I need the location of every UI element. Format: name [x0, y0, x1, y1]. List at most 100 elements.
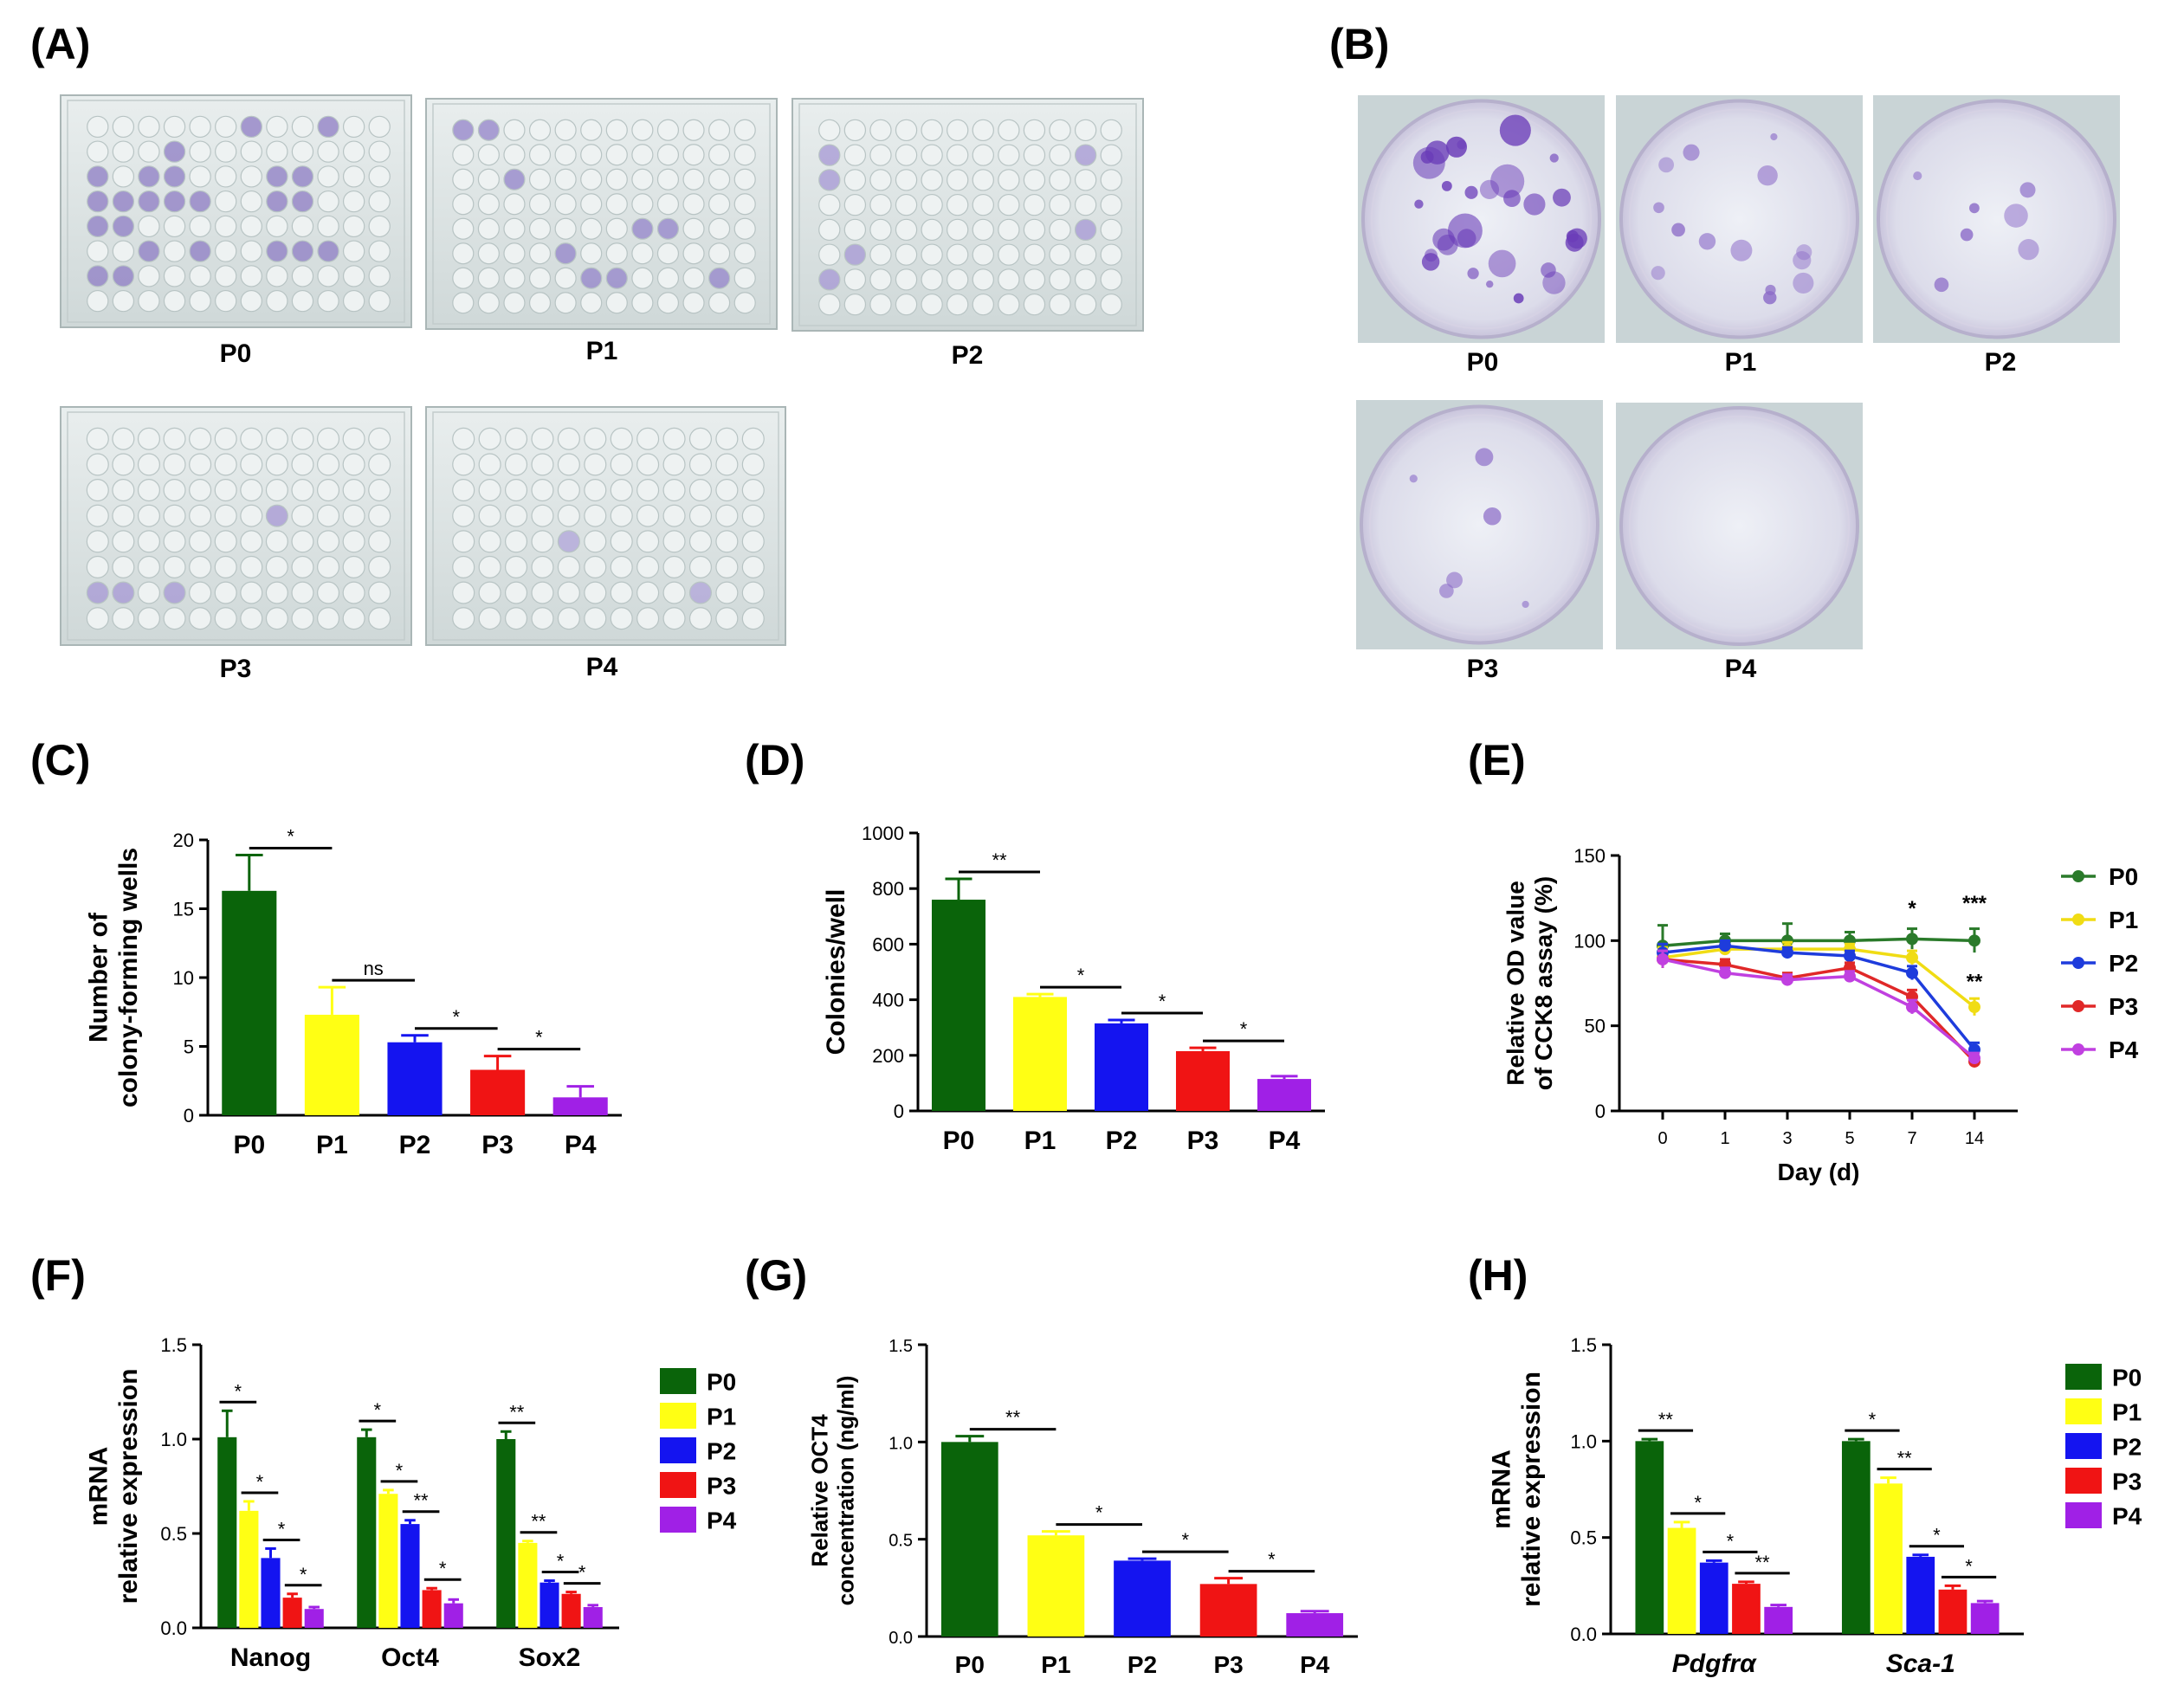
legend-label: P1 [707, 1404, 736, 1430]
x-tick-label: P1 [1024, 1127, 1056, 1155]
series-point-p1 [1968, 1001, 1980, 1014]
well [291, 289, 314, 313]
well [189, 289, 211, 313]
well [947, 193, 969, 216]
y-axis-title-line: relative expression [1517, 1372, 1546, 1607]
well [503, 144, 526, 166]
well [921, 243, 943, 266]
well [368, 289, 391, 313]
well [265, 607, 288, 630]
well [240, 607, 263, 630]
well [291, 453, 314, 476]
colony [1553, 188, 1571, 207]
well [682, 267, 705, 289]
well [528, 144, 552, 166]
colony [1485, 280, 1494, 288]
well [86, 530, 109, 553]
bar-p3 [1199, 1584, 1257, 1637]
significance-label: * [300, 1564, 307, 1585]
well [656, 193, 680, 216]
x-group-label: Sox2 [519, 1643, 581, 1672]
well [214, 504, 237, 527]
y-tick-label: 200 [872, 1045, 904, 1067]
well [477, 242, 500, 265]
bar-p3 [1175, 1050, 1231, 1111]
colony [2018, 239, 2039, 261]
well [554, 292, 577, 314]
well [368, 140, 391, 163]
series-point-p4 [1968, 1052, 1980, 1065]
well [368, 581, 391, 604]
well [317, 165, 339, 188]
colony [1523, 193, 1546, 216]
well [112, 607, 135, 630]
legend-swatch-p1 [660, 1403, 696, 1429]
x-tick-label: P4 [1300, 1651, 1330, 1678]
well [504, 453, 528, 476]
x-tick-label: P0 [233, 1131, 265, 1159]
significance-label: ** [1005, 1407, 1021, 1429]
significance-label: * [1869, 1409, 1877, 1430]
well [741, 504, 765, 527]
significance-label: * [278, 1518, 286, 1540]
well [189, 530, 212, 553]
dish-inner-rim [1369, 414, 1590, 636]
well [504, 504, 528, 527]
well [1100, 218, 1122, 242]
well [342, 265, 365, 287]
series-point-p2 [1781, 946, 1793, 959]
well [452, 242, 475, 265]
stained-well [503, 168, 526, 190]
well [368, 504, 391, 527]
legend-swatch-p4 [2065, 1502, 2102, 1528]
x-tick-label: 7 [1907, 1129, 1916, 1148]
well [972, 193, 994, 216]
y-tick-label: 800 [872, 878, 904, 900]
bar-p2 [261, 1558, 281, 1628]
well [503, 242, 526, 265]
colony [1796, 244, 1812, 261]
significance-label: * [1965, 1555, 1973, 1577]
x-tick-label: P1 [316, 1131, 348, 1159]
well [610, 555, 633, 578]
well [843, 218, 867, 242]
colony [1542, 271, 1566, 294]
well [138, 265, 160, 287]
well [662, 427, 686, 450]
well [557, 427, 580, 450]
well [531, 427, 554, 450]
bar-p0 [940, 1442, 998, 1637]
colony [1441, 180, 1452, 191]
well [528, 292, 552, 314]
well [368, 165, 391, 188]
dish-inner-rim [1371, 108, 1592, 330]
well [214, 607, 237, 630]
legend-swatch-p2 [660, 1437, 696, 1463]
well [291, 215, 314, 238]
well [317, 555, 340, 578]
colony [1479, 179, 1500, 199]
well [478, 427, 501, 450]
stained-well [317, 115, 339, 139]
well [528, 193, 552, 216]
y-tick-label: 150 [1573, 845, 1606, 867]
x-group-label: Sca-1 [1886, 1649, 1955, 1678]
stained-well [580, 267, 603, 289]
well [215, 265, 237, 287]
colony [1475, 448, 1494, 467]
well [137, 453, 160, 476]
dish-p1 [1616, 95, 1863, 343]
well [662, 453, 686, 476]
well [240, 190, 262, 213]
well [342, 427, 365, 450]
stained-well [688, 581, 713, 604]
bar-p3 [282, 1598, 302, 1628]
well [452, 504, 475, 527]
significance-label: ** [1658, 1409, 1674, 1430]
y-axis-title: Relative OCT4concentration (ng/ml) [807, 1376, 859, 1606]
well [503, 119, 526, 141]
well [342, 289, 365, 313]
well [266, 115, 288, 139]
chart-f: 0.00.51.01.5****Nanog*****Oct4******Sox2… [85, 1334, 737, 1672]
